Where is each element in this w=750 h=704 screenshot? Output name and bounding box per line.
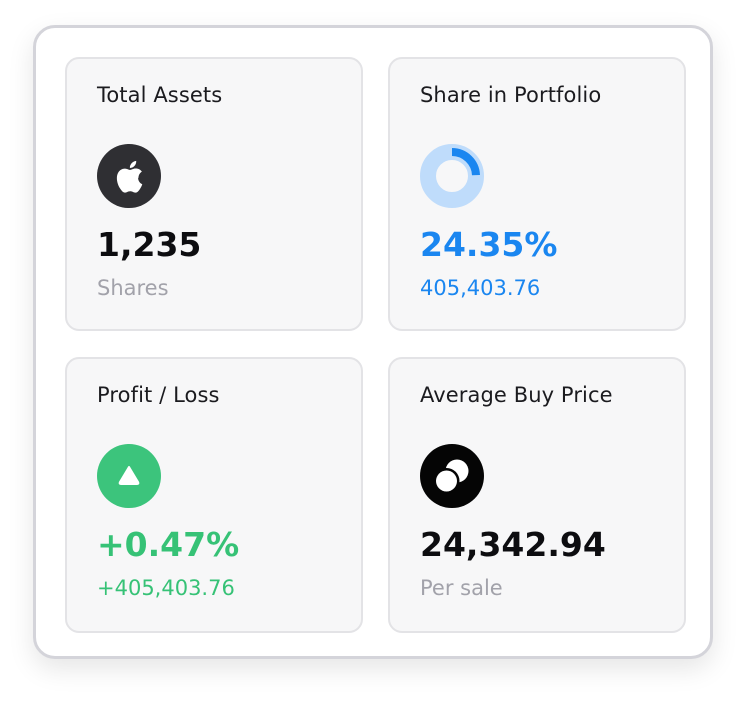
apple-icon [97, 144, 161, 208]
stock-stats-panel: Total Assets 1,235 Shares Share in Portf… [33, 25, 713, 659]
card-title: Average Buy Price [420, 383, 613, 407]
triangle-up-icon [97, 444, 161, 508]
share-percent-value: 24.35% [420, 225, 558, 264]
profit-percent-value: +0.47% [97, 525, 240, 564]
coins-icon [420, 444, 484, 508]
total-assets-subtext: Shares [97, 276, 169, 300]
profit-loss-card: Profit / Loss +0.47% +405,403.76 [65, 357, 363, 633]
share-in-portfolio-card: Share in Portfolio 24.35% 405,403.76 [388, 57, 686, 331]
average-buy-price-card: Average Buy Price 24,342.94 Per sale [388, 357, 686, 633]
card-title: Profit / Loss [97, 383, 220, 407]
donut-progress-icon [420, 144, 484, 208]
average-price-value: 24,342.94 [420, 525, 606, 564]
total-assets-card: Total Assets 1,235 Shares [65, 57, 363, 331]
share-amount-subtext: 405,403.76 [420, 276, 541, 300]
card-title: Total Assets [97, 83, 223, 107]
card-title: Share in Portfolio [420, 83, 602, 107]
total-assets-value: 1,235 [97, 225, 202, 264]
average-price-subtext: Per sale [420, 576, 503, 600]
profit-amount-subtext: +405,403.76 [97, 576, 235, 600]
